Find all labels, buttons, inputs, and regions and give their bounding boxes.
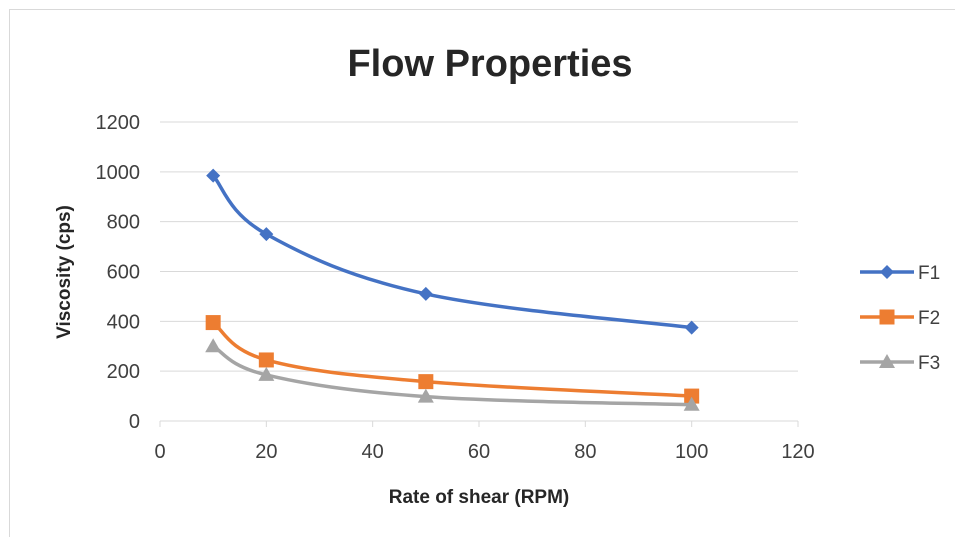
- chart-title: Flow Properties: [347, 43, 632, 85]
- legend-label: F3: [918, 353, 940, 374]
- legend-marker: [879, 354, 895, 368]
- data-point: [206, 168, 221, 183]
- y-axis-ticks: 0 200 400 600 800 1000 1200: [96, 112, 141, 433]
- data-point: [684, 388, 700, 404]
- data-point: [417, 388, 434, 403]
- x-tick-label: 40: [362, 441, 384, 463]
- series-f2: [205, 315, 700, 404]
- x-tick-label: 0: [154, 441, 165, 463]
- y-tick-label: 1000: [96, 162, 141, 184]
- y-tick-label: 400: [107, 311, 140, 333]
- legend-label: F1: [918, 263, 940, 284]
- data-point: [418, 374, 434, 390]
- y-tick-label: 200: [107, 361, 140, 383]
- series-f1: [206, 168, 699, 335]
- x-axis-title: Rate of shear (RPM): [389, 487, 570, 508]
- legend-item: F2: [860, 308, 940, 329]
- x-tick-label: 60: [468, 441, 490, 463]
- legend-marker: [880, 265, 894, 279]
- data-point: [683, 396, 700, 411]
- y-tick-label: 1200: [96, 112, 141, 134]
- legend-item: F3: [860, 353, 940, 374]
- data-point: [259, 227, 274, 242]
- data-point: [418, 286, 433, 301]
- data-point: [258, 352, 274, 368]
- series-line: [211, 173, 694, 330]
- chart-area: [9, 9, 955, 537]
- series-line: [211, 320, 694, 398]
- legend-marker: [879, 309, 895, 325]
- x-tick-label: 100: [675, 441, 708, 463]
- y-tick-label: 0: [129, 411, 140, 433]
- series-line: [211, 344, 694, 407]
- legend: F1 F2 F3: [860, 263, 940, 374]
- gridlines: [160, 121, 798, 422]
- x-tick-label: 120: [781, 441, 814, 463]
- data-point: [205, 315, 221, 331]
- data-point: [684, 320, 699, 335]
- x-tick-label: 80: [574, 441, 596, 463]
- x-tick-label: 20: [255, 441, 277, 463]
- legend-item: F1: [860, 263, 940, 284]
- series-layer: [205, 168, 700, 411]
- series-f3: [205, 338, 700, 411]
- y-axis-title: Viscosity (cps): [54, 205, 75, 339]
- x-axis-ticks: 0 20 40 60 80 100 120: [154, 421, 815, 463]
- y-tick-label: 600: [107, 262, 140, 284]
- data-point: [205, 338, 222, 353]
- data-point: [258, 366, 275, 381]
- legend-label: F2: [918, 308, 940, 329]
- y-tick-label: 800: [107, 212, 140, 234]
